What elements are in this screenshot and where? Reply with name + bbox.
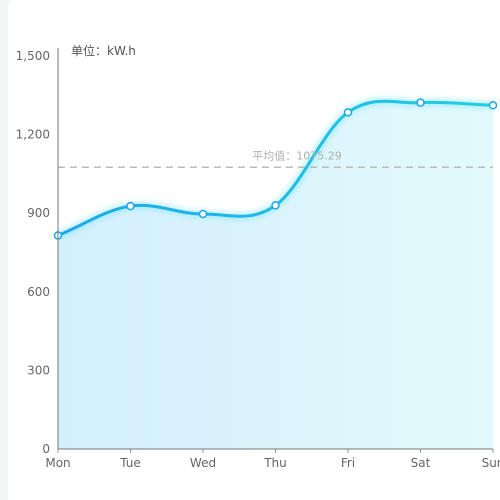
data-point[interactable] — [343, 108, 353, 117]
y-axis: 0 300 600 900 1,200 1,500 — [16, 49, 50, 456]
average-label: 平均值：1075.29 — [252, 149, 342, 162]
x-tick-label: Mon — [45, 456, 70, 470]
x-tick-label: Wed — [190, 456, 216, 470]
data-point[interactable] — [198, 209, 208, 219]
x-tick-label: Thu — [263, 456, 287, 470]
y-tick-label: 0 — [42, 442, 50, 456]
x-tick-label: Sat — [411, 456, 431, 470]
y-tick-label: 600 — [27, 285, 50, 299]
data-point[interactable] — [126, 201, 135, 211]
data-point[interactable] — [416, 98, 425, 107]
y-tick-label: 1,200 — [16, 128, 50, 142]
data-point[interactable] — [271, 201, 280, 210]
y-axis-unit-label: 单位：kW.h — [71, 43, 136, 58]
x-axis: Mon Tue Wed Thu Fri Sat Sun — [45, 449, 500, 470]
series-area — [58, 101, 493, 450]
y-tick-label: 900 — [27, 206, 50, 220]
y-tick-label: 1,500 — [16, 49, 50, 63]
y-tick-label: 300 — [27, 363, 50, 377]
x-tick-label: Sun — [482, 456, 500, 470]
x-tick-label: Tue — [119, 456, 141, 470]
data-point[interactable] — [488, 101, 498, 110]
x-tick-label: Fri — [341, 456, 355, 470]
